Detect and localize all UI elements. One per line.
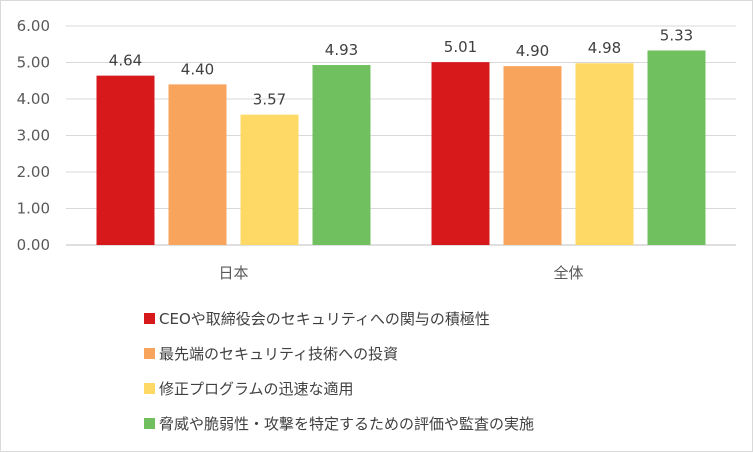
y-axis: 0.00 1.00 2.00 3.00 4.00 5.00 6.00 [17, 17, 50, 254]
legend-label: CEOや取締役会のセキュリティへの関与の積極性 [159, 310, 490, 328]
data-label: 4.90 [516, 42, 549, 60]
data-label: 5.01 [444, 38, 477, 56]
x-category-label: 全体 [553, 264, 583, 282]
bar-3-2 [575, 63, 634, 246]
data-label: 4.93 [325, 41, 358, 59]
y-tick-label: 1.00 [17, 200, 50, 218]
legend-swatch [144, 418, 155, 429]
legend: CEOや取締役会のセキュリティへの関与の積極性最先端のセキュリティ技術への投資修… [144, 310, 534, 433]
y-tick-label: 4.00 [17, 90, 50, 108]
bar-3-1 [240, 114, 299, 245]
bar-4-2 [647, 50, 706, 245]
legend-swatch [144, 348, 155, 359]
data-label: 4.98 [588, 39, 621, 57]
data-label: 4.64 [109, 52, 142, 70]
legend-label: 修正プログラムの迅速な適用 [159, 380, 354, 398]
legend-label: 脅威や脆弱性・攻撃を特定するための評価や監査の実施 [159, 415, 534, 433]
legend-swatch [144, 383, 155, 394]
data-label: 4.40 [181, 60, 214, 78]
bar-2-2 [503, 66, 562, 246]
x-axis: 日本 全体 [218, 264, 583, 282]
bars [96, 50, 706, 246]
bar-1-1 [96, 75, 155, 245]
bar-4-1 [312, 65, 371, 246]
legend-swatch [144, 313, 155, 324]
x-category-label: 日本 [218, 264, 248, 282]
data-labels: 4.64 4.40 3.57 4.93 5.01 4.90 4.98 5.33 [109, 26, 693, 108]
y-tick-label: 6.00 [17, 17, 50, 35]
y-tick-label: 5.00 [17, 54, 50, 72]
gridlines [66, 25, 736, 246]
data-label: 5.33 [660, 26, 693, 44]
legend-label: 最先端のセキュリティ技術への投資 [159, 345, 398, 363]
bar-1-2 [431, 62, 490, 246]
data-label: 3.57 [253, 91, 286, 109]
y-tick-label: 3.00 [17, 127, 50, 145]
y-tick-label: 2.00 [17, 163, 50, 181]
bar-2-1 [168, 84, 227, 246]
y-tick-label: 0.00 [17, 236, 50, 254]
